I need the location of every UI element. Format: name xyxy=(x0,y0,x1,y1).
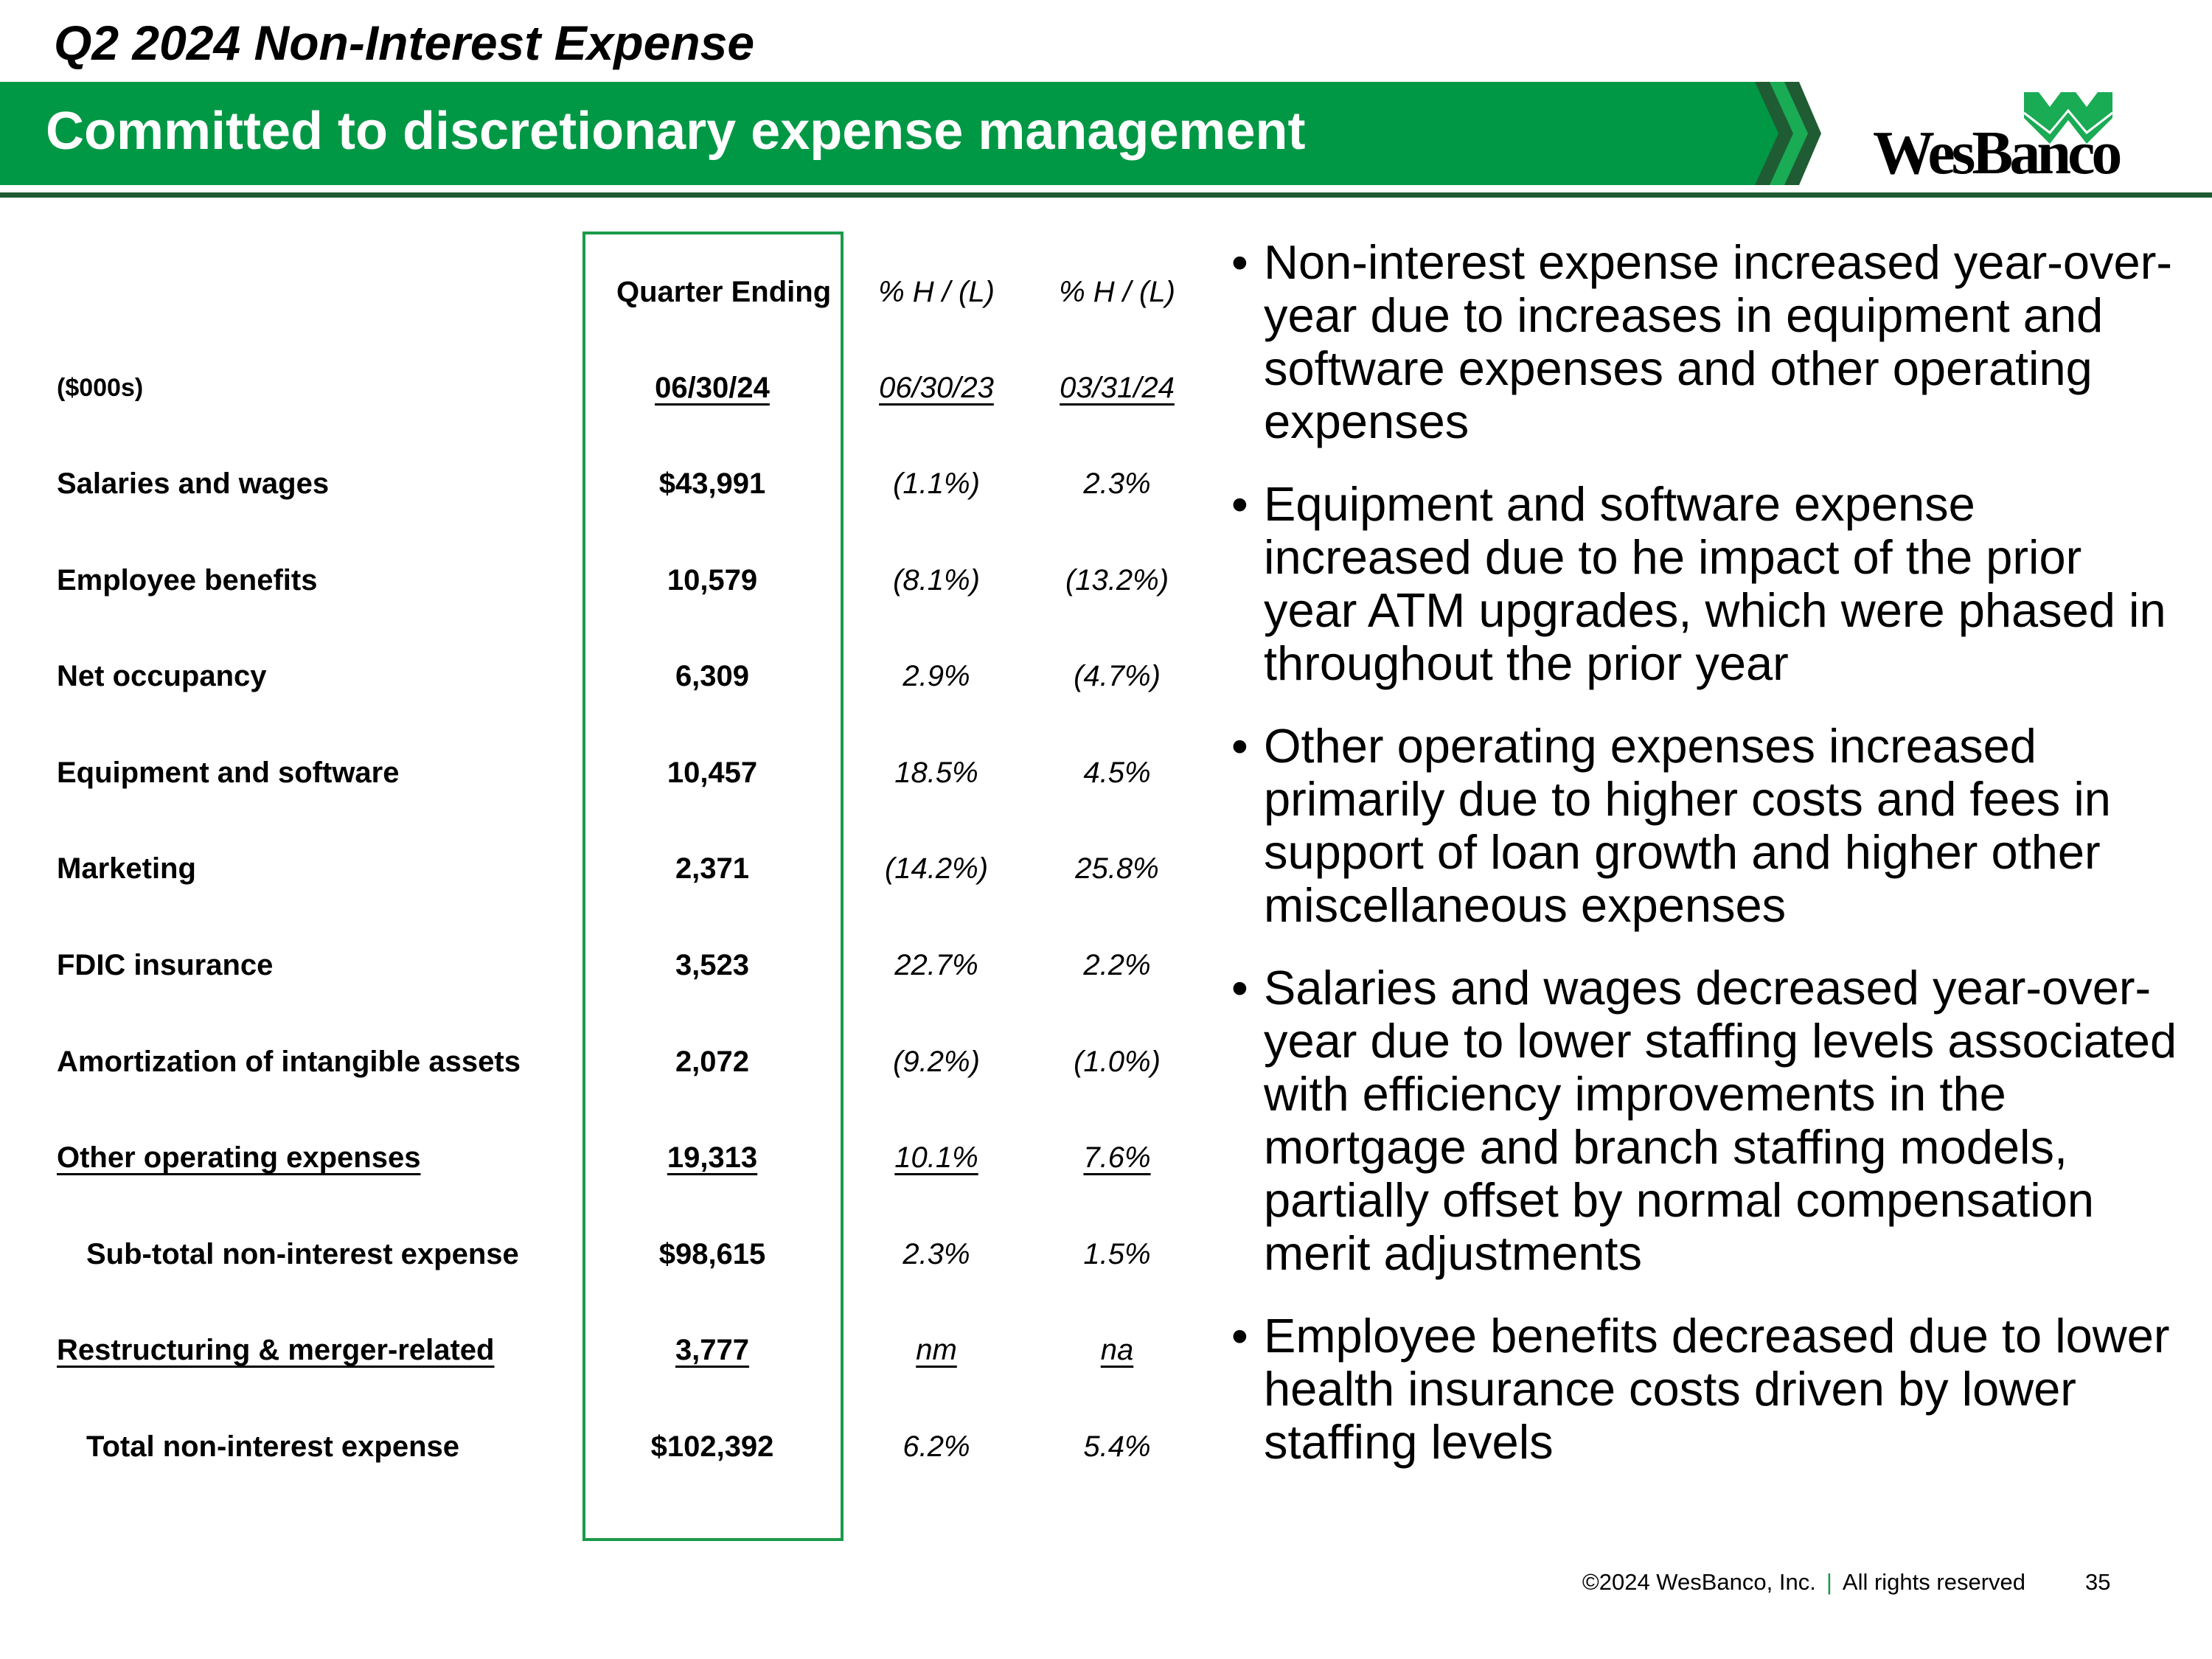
row-label: Restructuring & merger-related xyxy=(57,1334,495,1367)
table-row: Net occupancy 6,309 2.9% (4.7%) xyxy=(0,654,1209,698)
footer: ©2024 WesBanco, Inc. | All rights reserved xyxy=(1582,1569,2025,1596)
row-value: $98,615 xyxy=(658,1237,766,1270)
row-qoq-change: 1.5% xyxy=(1083,1237,1151,1270)
table-row: Marketing 2,371 (14.2%) 25.8% xyxy=(0,846,1209,891)
table-row: Total non-interest expense $102,392 6.2% 5.… xyxy=(0,1425,1209,1469)
table-row: Employee benefits 10,579 (8.1%) (13.2%) xyxy=(0,558,1209,602)
page-number: 35 xyxy=(2085,1569,2111,1595)
row-yoy-change: (8.1%) xyxy=(893,563,980,597)
row-qoq-change: (13.2%) xyxy=(1065,563,1169,597)
table-date-row: ($000s) 06/30/24 06/30/23 03/31/24 xyxy=(0,366,1209,410)
row-value: 10,579 xyxy=(667,563,758,597)
table-row: Other operating expenses 19,313 10.1% 7.6% xyxy=(0,1135,1209,1180)
row-qoq-change: (1.0%) xyxy=(1074,1045,1161,1078)
header-yoy: % H / (L) xyxy=(878,276,995,308)
row-value: 2,072 xyxy=(675,1045,750,1078)
table-row: Equipment and software 10,457 18.5% 4.5% xyxy=(0,751,1209,795)
bullet-item: • Salaries and wages decreased year-over-… xyxy=(1231,961,2183,1280)
row-label: FDIC insurance xyxy=(57,949,274,981)
table-row: Sub-total non-interest expense $98,615 2.3… xyxy=(0,1232,1209,1276)
commentary-bullets: • Non-interest expense increased year-ove… xyxy=(1231,236,2183,1498)
bullet-item: • Non-interest expense increased year-ove… xyxy=(1231,236,2183,448)
row-value: 2,371 xyxy=(675,852,750,886)
date-prior-year: 06/30/23 xyxy=(879,372,994,404)
row-qoq-change: (4.7%) xyxy=(1074,660,1161,693)
rights-text: All rights reserved xyxy=(1842,1569,2025,1595)
row-label: Equipment and software xyxy=(57,756,400,789)
copyright: ©2024 WesBanco, Inc. xyxy=(1582,1569,1816,1595)
row-label: Marketing xyxy=(57,852,196,886)
title-banner xyxy=(0,82,1821,185)
table-row: Amortization of intangible assets 2,072 (9… xyxy=(0,1040,1209,1084)
row-yoy-change: (1.1%) xyxy=(893,467,980,500)
row-qoq-change: na xyxy=(1100,1334,1134,1367)
row-qoq-change: 2.3% xyxy=(1083,467,1151,500)
row-qoq-change: 5.4% xyxy=(1083,1430,1151,1463)
table-header-row: Quarter Ending % H / (L) % H / (L) xyxy=(0,270,1209,314)
row-yoy-change: nm xyxy=(916,1334,957,1367)
bullet-text: Employee benefits decreased due to lower… xyxy=(1264,1309,2170,1469)
wesbanco-logo: WesBanco xyxy=(1873,92,2124,181)
row-value: 19,313 xyxy=(667,1141,758,1175)
bullet-item: • Other operating expenses increased prim… xyxy=(1231,720,2183,932)
row-yoy-change: 6.2% xyxy=(902,1430,970,1463)
table-row: Restructuring & merger-related 3,777 nm na xyxy=(0,1328,1209,1372)
row-label: Sub-total non-interest expense xyxy=(86,1237,519,1270)
bullet-text: Equipment and software expense increased… xyxy=(1264,477,2166,690)
row-label: Net occupancy xyxy=(57,660,267,693)
banner-title: Committed to discretionary expense manag… xyxy=(46,102,1306,161)
slide-title: Q2 2024 Non-Interest Expense xyxy=(54,15,755,70)
row-qoq-change: 2.2% xyxy=(1083,949,1151,981)
date-prior-quarter: 03/31/24 xyxy=(1060,372,1175,404)
row-qoq-change: 25.8% xyxy=(1075,852,1159,886)
bullet-item: • Equipment and software expense increase… xyxy=(1231,478,2183,690)
row-yoy-change: (9.2%) xyxy=(893,1045,980,1078)
row-label: Salaries and wages xyxy=(57,467,330,500)
header-qoq: % H / (L) xyxy=(1059,276,1175,308)
bullet-text: Salaries and wages decreased year-over-y… xyxy=(1264,961,2177,1280)
bullet-icon: • xyxy=(1231,235,1248,289)
row-value: 10,457 xyxy=(667,756,758,789)
row-yoy-change: 18.5% xyxy=(894,756,978,789)
current-quarter-highlight xyxy=(582,232,844,1541)
bullet-icon: • xyxy=(1231,961,1248,1015)
table-row: Salaries and wages $43,991 (1.1%) 2.3% xyxy=(0,462,1209,506)
date-current: 06/30/24 xyxy=(655,372,770,404)
row-qoq-change: 4.5% xyxy=(1083,756,1151,789)
row-value: 6,309 xyxy=(675,660,750,693)
svg-text:WesBanco: WesBanco xyxy=(1873,119,2120,181)
bullet-item: • Employee benefits decreased due to lowe… xyxy=(1231,1310,2183,1469)
row-qoq-change: 7.6% xyxy=(1083,1141,1151,1175)
header-quarter-ending: Quarter Ending xyxy=(616,276,832,308)
row-yoy-change: 2.9% xyxy=(902,660,970,693)
units-label: ($000s) xyxy=(57,374,144,402)
row-value: $102,392 xyxy=(650,1430,774,1463)
row-value: 3,777 xyxy=(675,1334,750,1367)
bullet-text: Non-interest expense increased year-over… xyxy=(1264,235,2172,448)
table-row: FDIC insurance 3,523 22.7% 2.2% xyxy=(0,943,1209,987)
row-yoy-change: 22.7% xyxy=(894,949,978,981)
bullet-icon: • xyxy=(1231,719,1248,773)
row-label: Other operating expenses xyxy=(57,1141,421,1175)
row-yoy-change: 2.3% xyxy=(902,1237,970,1270)
row-value: $43,991 xyxy=(658,467,766,500)
row-yoy-change: 10.1% xyxy=(894,1141,978,1175)
bullet-icon: • xyxy=(1231,477,1248,531)
row-value: 3,523 xyxy=(675,949,750,981)
bullet-text: Other operating expenses increased prima… xyxy=(1264,719,2111,932)
row-label: Total non-interest expense xyxy=(86,1430,460,1463)
row-label: Employee benefits xyxy=(57,563,318,597)
row-yoy-change: (14.2%) xyxy=(884,852,989,886)
footer-separator: | xyxy=(1826,1569,1832,1595)
row-label: Amortization of intangible assets xyxy=(57,1045,521,1078)
bullet-icon: • xyxy=(1231,1309,1248,1363)
header-divider xyxy=(0,192,2212,198)
